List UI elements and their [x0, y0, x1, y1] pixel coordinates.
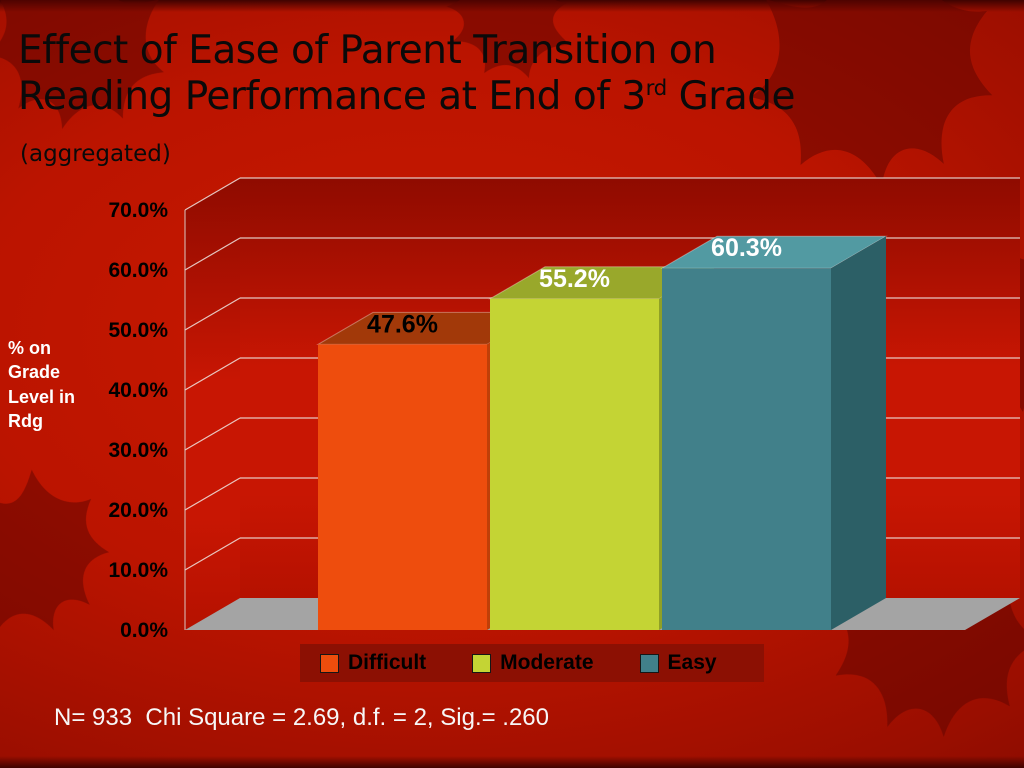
legend-label: Easy — [667, 651, 717, 674]
gridline-slant — [184, 477, 241, 511]
y-axis-title-line: % on — [8, 338, 51, 358]
title-line2-end: Grade — [666, 74, 796, 120]
legend-swatch-moderate — [472, 653, 492, 673]
y-tick-label: 10.0% — [108, 559, 168, 582]
gridline-slant — [184, 177, 241, 211]
gridline-slant — [184, 297, 241, 331]
gridline-slant — [184, 357, 241, 391]
title-superscript: rd — [645, 76, 668, 102]
bar-front-face — [490, 298, 659, 630]
y-tick-label: 30.0% — [108, 439, 168, 462]
bar-side-face — [831, 236, 886, 630]
legend-swatch-easy — [639, 653, 659, 673]
legend-item-moderate: Moderate — [472, 651, 594, 675]
y-axis-title-line: Grade — [8, 362, 61, 383]
y-tick-label: 70.0% — [108, 199, 168, 222]
legend-label: Moderate — [500, 651, 594, 674]
bar-front-face — [662, 268, 831, 630]
bar-front-face — [318, 344, 487, 630]
y-axis-title-line: Rdg — [8, 410, 43, 431]
slide-title: Effect of Ease of Parent Transition on R… — [18, 28, 998, 120]
y-tick-label: 0.0% — [120, 619, 168, 642]
title-line2: Reading Performance at End of 3 — [18, 74, 646, 120]
gridline-slant — [184, 537, 241, 571]
bar-value-label: 47.6% — [367, 310, 438, 338]
title-line1: Effect of Ease of Parent Transition on — [18, 28, 717, 73]
chart-legend: Difficult Moderate Easy — [300, 644, 764, 682]
y-tick-label: 50.0% — [108, 319, 168, 342]
y-tick-label: 60.0% — [108, 259, 168, 282]
slide-subtitle: (aggregated) — [20, 141, 171, 167]
legend-label: Difficult — [348, 651, 427, 674]
y-axis-title-line: Level in — [8, 386, 76, 407]
legend-swatch-difficult — [320, 653, 339, 673]
y-tick-label: 40.0% — [108, 379, 168, 402]
legend-item-easy: Easy — [639, 651, 717, 675]
bar-easy: 60.3% — [660, 234, 888, 630]
stats-footnote: N= 933 Chi Square = 2.69, d.f. = 2, Sig.… — [54, 704, 549, 731]
legend-item-difficult: Difficult — [320, 651, 426, 675]
bar-value-label: 55.2% — [539, 265, 610, 293]
bar-value-label: 60.3% — [711, 234, 782, 262]
gridline-slant — [184, 237, 241, 271]
chart-left-wall — [185, 178, 240, 630]
gridline-slant — [184, 417, 241, 451]
y-axis-title: % on Grade Level in Rdg — [8, 336, 98, 433]
y-tick-label: 20.0% — [108, 499, 168, 522]
